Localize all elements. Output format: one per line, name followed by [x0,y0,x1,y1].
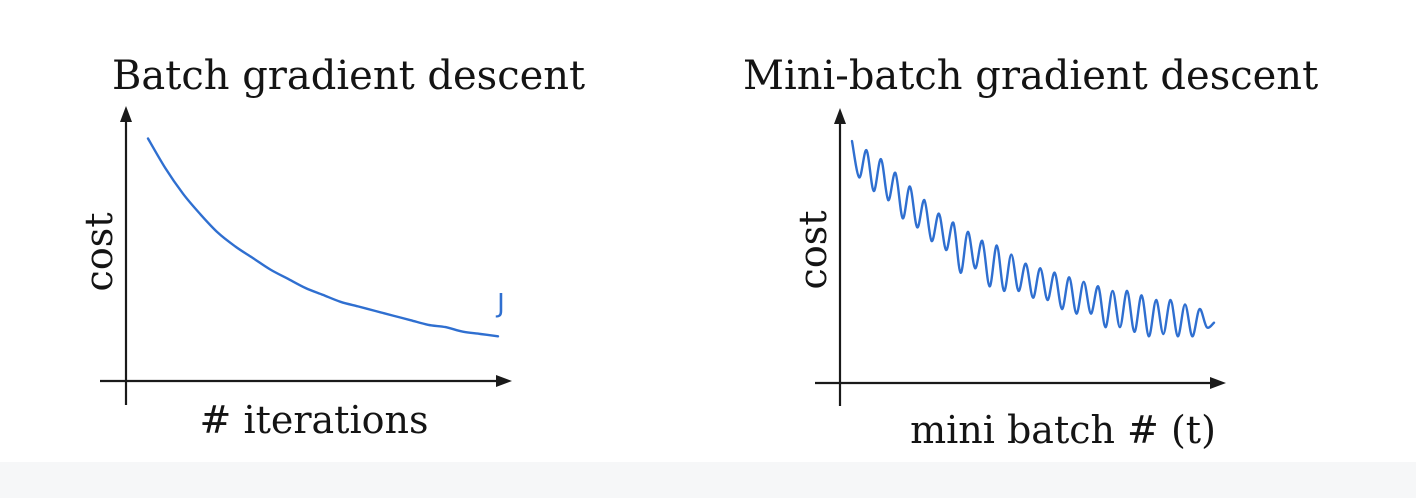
cost-curve [850,139,1216,338]
x-axis-arrow [1210,377,1226,389]
x-axis-arrow [496,375,512,387]
y-axis-label: cost [791,211,835,290]
x-axis-label: # iterations [200,398,429,442]
cost-annotation: J [495,289,505,319]
x-axis-label: mini batch # (t) [910,408,1216,452]
y-axis-arrow [120,106,132,122]
y-axis-label: cost [77,213,121,292]
y-axis-arrow [834,108,846,124]
cost-curve [146,137,500,338]
chart-title: Mini-batch gradient descent [743,53,1318,99]
chart-mini-batch: Mini-batch gradient descent cost mini ba… [743,53,1318,452]
chart-batch: Batch gradient descent cost # iterations… [77,53,585,442]
bottom-band [0,462,1416,498]
chart-title: Batch gradient descent [112,53,585,99]
